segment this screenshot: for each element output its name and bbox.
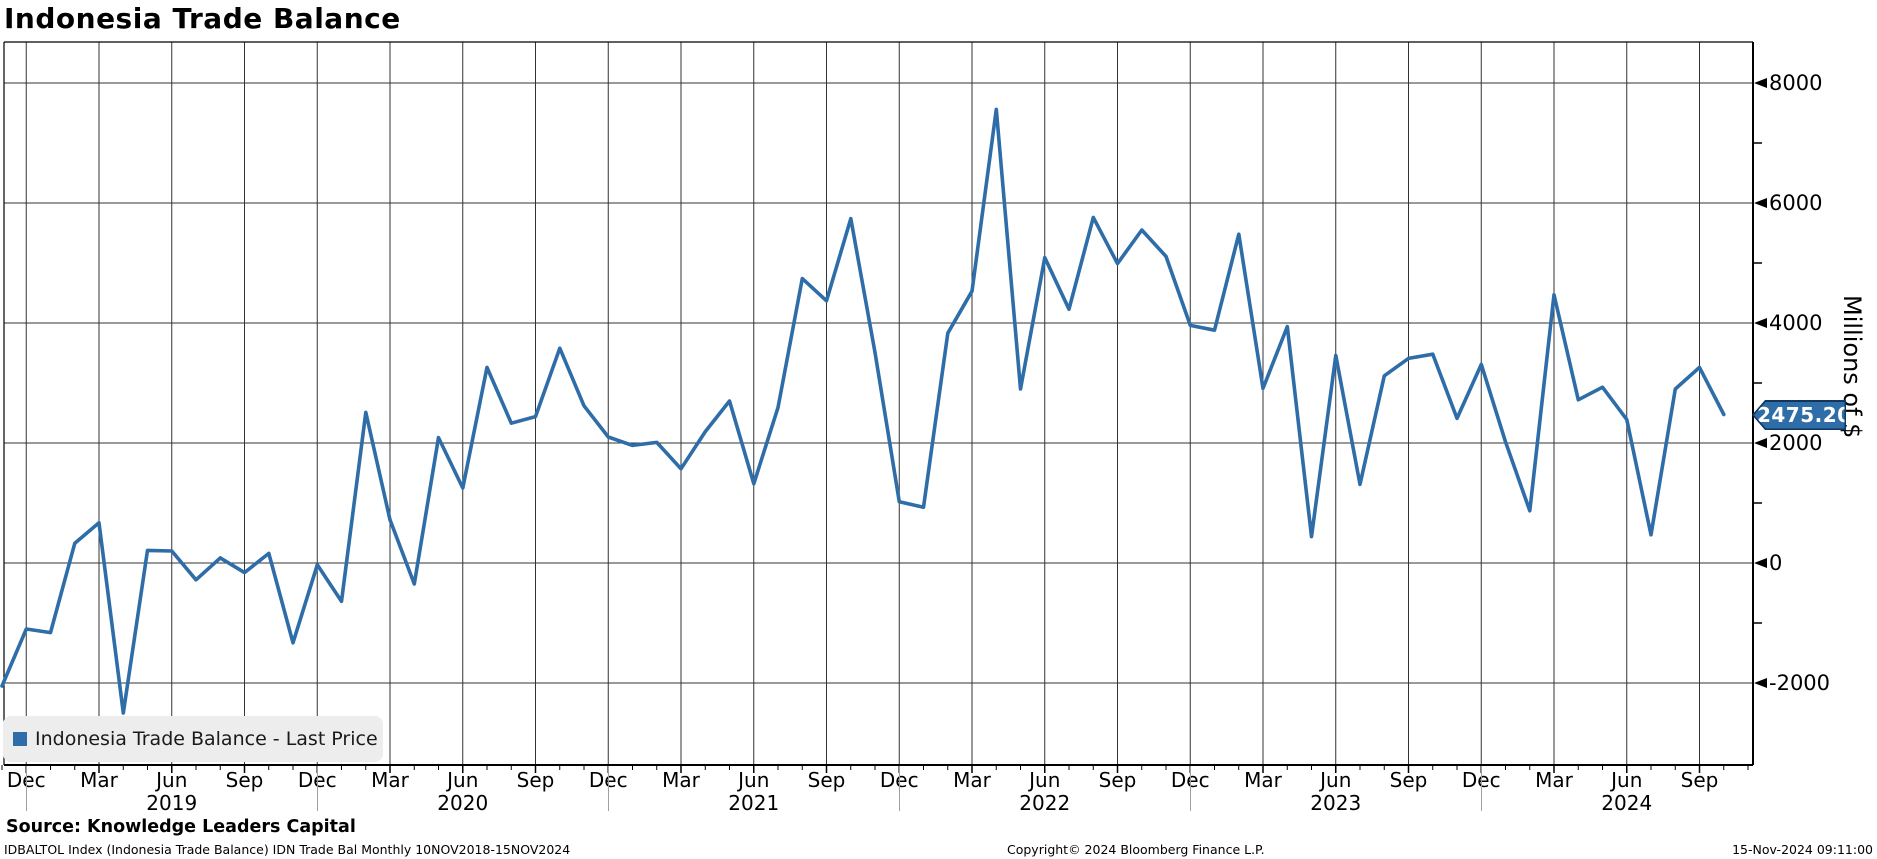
x-tick-label: Sep <box>225 768 264 792</box>
x-tick-label: Mar <box>662 768 700 792</box>
x-tick-label: Jun <box>1320 768 1352 792</box>
y-tick-arrow <box>1754 558 1767 568</box>
y-tick-arrow <box>1754 78 1767 88</box>
y-tick-label: 4000 <box>1769 311 1823 335</box>
x-tick-label: Dec <box>6 768 46 792</box>
x-tick-label: Sep <box>516 768 555 792</box>
x-tick-label: Jun <box>447 768 479 792</box>
year-label: 2024 <box>1601 791 1653 815</box>
x-tick-label: Mar <box>371 768 409 792</box>
year-separator <box>1481 766 1482 811</box>
x-tick-label: Jun <box>1611 768 1643 792</box>
year-label: 2020 <box>437 791 489 815</box>
y-tick-arrow <box>1754 318 1767 328</box>
legend[interactable]: Indonesia Trade Balance - Last Price <box>3 716 383 762</box>
x-tick-label: Mar <box>953 768 991 792</box>
legend-swatch-icon <box>13 732 27 746</box>
timestamp: 15-Nov-2024 09:11:00 <box>1732 842 1873 857</box>
last-price-value: 2475.20 <box>1756 403 1852 427</box>
year-label: 2022 <box>1019 791 1071 815</box>
y-tick-label: 2000 <box>1769 431 1823 455</box>
ticker-description: IDBALTOL Index (Indonesia Trade Balance)… <box>4 842 571 857</box>
copyright-notice: Copyright© 2024 Bloomberg Finance L.P. <box>1007 842 1265 857</box>
x-tick-label: Sep <box>1098 768 1137 792</box>
trade-balance-line <box>0 107 1726 715</box>
x-tick-label: Sep <box>1680 768 1719 792</box>
source-attribution: Source: Knowledge Leaders Capital <box>6 817 356 837</box>
last-price-badge: 2475.20 <box>1752 400 1846 430</box>
page-title: Indonesia Trade Balance <box>4 2 401 35</box>
y-tick-arrow <box>1754 678 1767 688</box>
year-separator <box>26 766 27 811</box>
year-separator <box>899 766 900 811</box>
legend-label: Indonesia Trade Balance - Last Price <box>35 728 378 750</box>
x-tick-label: Sep <box>807 768 846 792</box>
year-label: 2023 <box>1310 791 1362 815</box>
year-label: 2019 <box>146 791 198 815</box>
y-tick-arrow <box>1754 438 1767 448</box>
x-tick-label: Jun <box>738 768 770 792</box>
y-tick-label: 6000 <box>1769 191 1823 215</box>
x-tick-label: Sep <box>1389 768 1428 792</box>
x-tick-label: Mar <box>80 768 118 792</box>
y-tick-label: 0 <box>1769 551 1783 575</box>
y-tick-arrow <box>1754 198 1767 208</box>
x-tick-label: Mar <box>1535 768 1573 792</box>
year-separator <box>317 766 318 811</box>
last-price-badge-inner: 2475.20 <box>1754 401 1845 429</box>
year-separator <box>608 766 609 811</box>
y-tick-label: -2000 <box>1769 671 1831 695</box>
year-separator <box>1190 766 1191 811</box>
footer-row: IDBALTOL Index (Indonesia Trade Balance)… <box>0 840 1877 859</box>
x-tick-label: Jun <box>1029 768 1061 792</box>
year-label: 2021 <box>728 791 780 815</box>
x-tick-label: Mar <box>1244 768 1282 792</box>
x-tick-label: Jun <box>156 768 188 792</box>
y-tick-label: 8000 <box>1769 71 1823 95</box>
